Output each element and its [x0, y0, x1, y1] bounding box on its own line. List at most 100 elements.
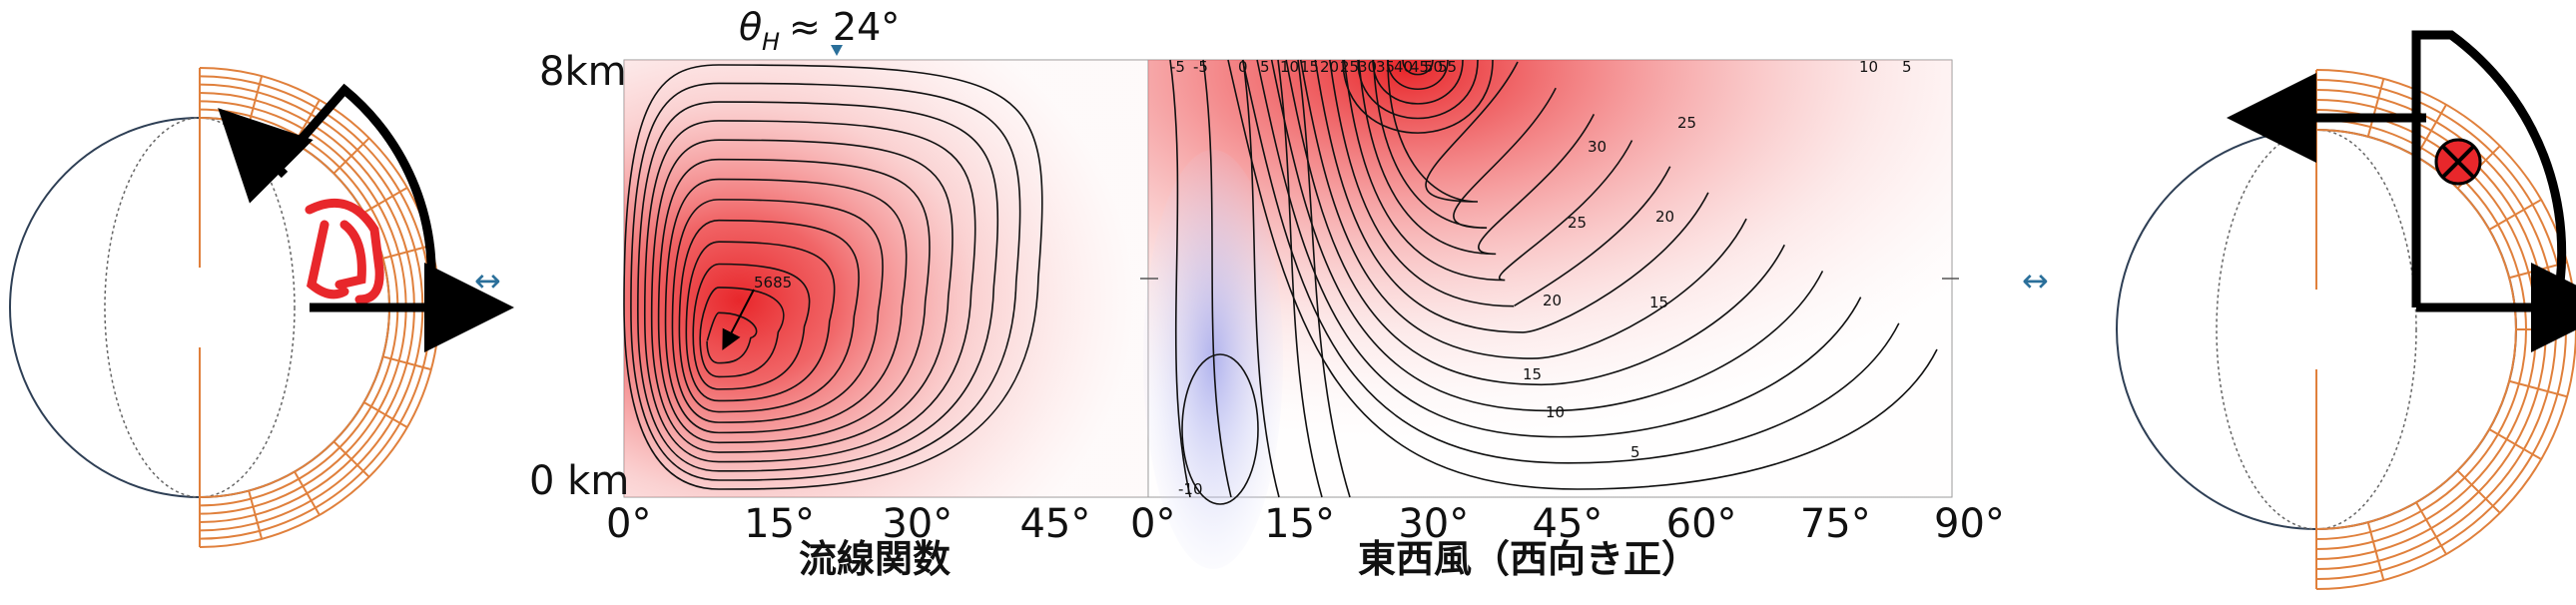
zonal-wind-contour — [1256, 59, 1862, 438]
contour-labels: 25 30 25 20 20 15 15 10 5 -10 — [1178, 114, 1696, 498]
peak-label: 5685 — [754, 274, 792, 292]
contour-label: -10 — [1178, 480, 1203, 498]
grid-line — [2488, 428, 2542, 460]
zonal-wind-contour — [1297, 59, 1351, 498]
streamfunction-contour — [630, 82, 1021, 481]
x-tick-label: 30° — [882, 501, 953, 547]
grid-line — [248, 490, 264, 540]
grid-line — [2415, 104, 2447, 158]
theta-marker-icon — [831, 45, 843, 56]
zonal-wind-contour — [1357, 59, 1479, 120]
theta-annotation: θ H ≈ 24° — [739, 5, 900, 56]
contour-label: 10 — [1546, 403, 1565, 421]
right-globe-diagram — [2116, 30, 2576, 590]
streamfunction-contour — [664, 178, 908, 434]
contour-top-label: -5 — [1170, 58, 1185, 76]
streamfunction-contour — [650, 139, 954, 453]
contour-top-label: 20 — [1320, 58, 1339, 76]
streamfunction-contour — [671, 199, 884, 423]
grid-line — [2508, 379, 2568, 398]
zonal-wind-contour — [1343, 59, 1633, 282]
grid-line — [363, 401, 408, 428]
zonal-wind-contour — [1314, 59, 1709, 333]
contour-label: 15 — [1649, 294, 1668, 311]
streamfunction-contour — [637, 101, 999, 472]
streamfunction-contour — [685, 241, 836, 402]
streamfunction-contour — [692, 263, 811, 390]
link-arrow-left: ↔ — [474, 262, 501, 300]
contour-top-label: 45 — [1410, 58, 1429, 76]
zonal-wind-contour — [1402, 59, 1434, 76]
grid-line — [2415, 501, 2447, 555]
westerly-into-page-icon — [2434, 138, 2482, 186]
contour-label: 25 — [1568, 214, 1587, 232]
grid-line — [363, 187, 408, 214]
contour-label: 30 — [1588, 138, 1607, 156]
zonal-wind-contour — [1202, 59, 1232, 498]
zonal-wind-contour — [1372, 59, 1464, 105]
streamfunction-contour — [699, 287, 785, 378]
zonal-wind-contour — [1387, 59, 1449, 91]
contour-top-label: 40 — [1394, 58, 1413, 76]
theta-subscript: H — [762, 28, 780, 56]
contour-top-label: 0 — [1238, 58, 1248, 76]
x-tick-label: 45° — [1019, 501, 1090, 547]
theta-value: ≈ 24° — [789, 5, 900, 49]
grid-line — [382, 244, 432, 260]
streamfunction-contour — [657, 158, 931, 444]
streamfunction-contour — [623, 64, 1043, 490]
zonal-wind-contour — [1299, 59, 1747, 359]
chart-title: 東西風（西向き正） — [1358, 537, 1699, 581]
x-axis-ticks: 0° 15° 30° 45° — [606, 501, 1090, 547]
contour-label: 20 — [1655, 208, 1674, 226]
contour-top-label: 55 — [1438, 58, 1457, 76]
circulation-cell — [305, 198, 384, 304]
x-tick-label: 15° — [1264, 501, 1335, 547]
theta-symbol: θ — [739, 5, 762, 49]
zonal-wind-contour — [1342, 59, 1494, 134]
zonal-wind-contour — [1241, 59, 1900, 464]
contour-label: 15 — [1523, 365, 1542, 383]
grid-line — [2456, 469, 2501, 514]
grid-line — [382, 355, 432, 371]
grid-line — [2366, 521, 2385, 581]
contour-top-label: 10 — [1859, 58, 1878, 76]
streamfunction-field — [624, 60, 1148, 497]
x-tick-label: 15° — [744, 501, 815, 547]
chart-title: 流線関数 — [799, 537, 951, 581]
y-bottom-label: 0 km — [529, 458, 629, 504]
zonal-wind-contour — [1285, 59, 1785, 386]
zonal-wind-contour — [1372, 59, 1557, 229]
streamfunction-contour — [678, 219, 860, 413]
contour-top-label: 10 — [1280, 58, 1299, 76]
x-tick-label: 0° — [1130, 501, 1175, 547]
grid-line — [332, 440, 370, 478]
contour-label: 25 — [1677, 114, 1696, 132]
grid-line — [2315, 99, 2547, 560]
x-tick-label: 30° — [1398, 501, 1469, 547]
zonal-wind-contour — [1358, 59, 1596, 256]
peak-arrow — [722, 289, 755, 350]
zonal-wind-contour — [1387, 59, 1519, 203]
grid-line — [2315, 119, 2527, 540]
x-tick-label: 75° — [1800, 501, 1871, 547]
grid-line — [332, 137, 370, 175]
zonal-wind-contour — [1329, 59, 1671, 307]
zonal-wind-contour — [1227, 59, 1938, 490]
left-globe-diagram — [9, 67, 514, 548]
streamfunction-chart: 5685 8km 0 km 0° 15° 30° 45° 流線関数 — [529, 49, 1149, 581]
grid-line — [294, 471, 321, 516]
zonal-wind-contour — [1169, 59, 1191, 498]
grid-line — [2315, 109, 2537, 550]
contour-label: 5 — [1630, 443, 1640, 461]
contour-top-label: 30 — [1358, 58, 1377, 76]
contour-top-label: 25 — [1340, 58, 1359, 76]
grid-line — [2488, 199, 2542, 231]
y-top-label: 8km — [539, 49, 627, 95]
zonal-wind-contours — [1169, 59, 1938, 505]
x-tick-label: 0° — [606, 501, 651, 547]
contour-top-label: 35 — [1376, 58, 1395, 76]
contour-top-label: 5 — [1260, 58, 1270, 76]
